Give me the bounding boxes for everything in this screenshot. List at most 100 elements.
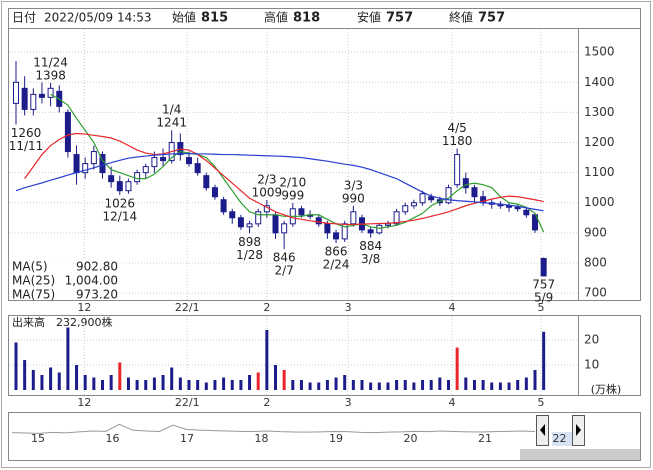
x-tick-label: 22/1 [175, 301, 200, 314]
candle-body [376, 224, 383, 234]
annotation-value: 898 [238, 235, 261, 249]
candle-body [134, 172, 141, 183]
header-label: 日付 [12, 11, 36, 25]
y-tick-label: 20 [584, 333, 599, 347]
annotation-value: 990 [342, 191, 365, 205]
scroll-right[interactable] [572, 415, 585, 446]
volume-bar [230, 380, 234, 390]
volume-bar [178, 377, 182, 390]
scroll-bar[interactable] [520, 449, 640, 460]
scroll-left[interactable] [536, 415, 549, 446]
volume-bar [57, 372, 61, 390]
ma-line [50, 93, 545, 233]
volume-bar [395, 380, 399, 390]
x-tick-label: 12 [77, 301, 91, 314]
volume-bar [490, 382, 494, 390]
x-tick-label: 2 [263, 396, 270, 409]
candle-body [108, 175, 115, 183]
annotation-value: 1398 [35, 68, 66, 82]
annotation-label: 3/8 [361, 252, 380, 266]
annotation-value: 1260 [11, 126, 42, 140]
header-label: 高値 [264, 10, 288, 25]
volume-bar [429, 380, 433, 390]
candle-body [90, 151, 97, 165]
y-tick-label: 800 [584, 255, 607, 269]
candle-body [333, 232, 340, 240]
annotation-value: 846 [273, 251, 296, 265]
volume-bar [101, 380, 104, 390]
candle-body [30, 93, 37, 110]
candle-body [73, 154, 80, 174]
ma-line [15, 153, 544, 212]
volume-bar [299, 380, 303, 390]
candle-body [211, 187, 218, 198]
volume-title: 出来高 [12, 315, 45, 329]
volume-bar [248, 375, 252, 390]
x-tick-label: 12 [77, 396, 91, 409]
navigator-tick-label: 21 [478, 432, 492, 445]
navigator-tick-label: 15 [31, 432, 45, 445]
y-tick-label: 700 [584, 286, 607, 300]
volume-bar [40, 375, 44, 390]
navigator-tick-label: 16 [106, 432, 120, 445]
annotation-value: 1180 [442, 134, 473, 148]
volume-bar [282, 370, 286, 390]
volume-bar [472, 380, 476, 390]
candle-body [341, 223, 348, 240]
volume-bar [23, 360, 27, 390]
x-tick-label: 5 [538, 301, 545, 314]
volume-bar [438, 377, 442, 390]
annotation-value: 1009 [252, 186, 283, 200]
annotation-label: 2/3 [257, 173, 276, 187]
candle-body [82, 163, 89, 174]
y-tick-label: 1100 [584, 165, 615, 179]
volume-bar [421, 380, 425, 390]
candle-body [298, 208, 305, 216]
volume-bar [75, 365, 79, 390]
navigator-tick-label: 19 [329, 432, 343, 445]
volume-bar [196, 380, 200, 390]
volume-bar [447, 380, 450, 390]
volume-bar [204, 382, 208, 390]
volume-bar [222, 377, 226, 390]
header-value: 757 [478, 11, 505, 26]
candle-body [237, 217, 244, 228]
x-tick-label: 3 [345, 396, 352, 409]
candle-body [410, 202, 417, 207]
candle-body [13, 81, 19, 104]
y-tick-label: 1300 [584, 105, 615, 119]
volume-bar [118, 362, 122, 390]
volume-bar [213, 380, 217, 390]
candle-body [281, 223, 288, 234]
candle-body [367, 229, 374, 234]
candle-body [324, 223, 331, 234]
volume-bar [334, 377, 338, 390]
annotation-value: 866 [325, 245, 348, 259]
volume-bar [152, 377, 156, 390]
annotation-value: 884 [359, 239, 382, 253]
volume-bar [170, 367, 174, 390]
legend-name: MA(5) [12, 260, 48, 274]
volume-bar [31, 370, 35, 390]
x-tick-label: 4 [448, 396, 455, 409]
legend-value: 902.80 [76, 260, 118, 274]
volume-bar [83, 375, 87, 390]
volume-bar [161, 375, 165, 390]
candle-body [151, 157, 158, 168]
legend-value: 973.20 [76, 288, 118, 302]
candle-body [64, 111, 71, 153]
volume-bar [109, 375, 113, 390]
y-tick-label: 1400 [584, 75, 615, 89]
annotation-label: 3/3 [344, 178, 363, 192]
volume-bar [187, 380, 191, 390]
header-value: 818 [293, 11, 320, 26]
volume-bar [377, 382, 381, 390]
annotation-label: 11/24 [33, 55, 68, 69]
candle-body [125, 181, 132, 192]
candle-body [523, 209, 530, 216]
volume-bar [14, 342, 18, 390]
annotation-label: 2/7 [274, 264, 293, 278]
candle-body [160, 157, 167, 162]
volume-bar [317, 382, 321, 390]
